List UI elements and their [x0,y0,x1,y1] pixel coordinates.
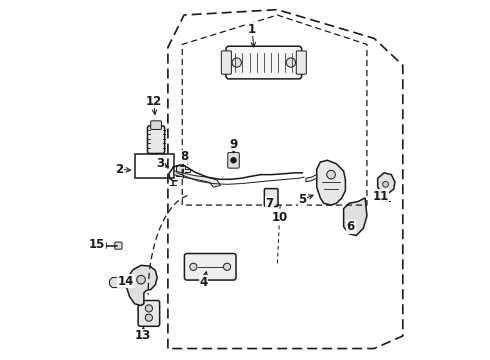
Text: 9: 9 [229,138,238,150]
Circle shape [146,314,152,321]
Polygon shape [174,171,220,187]
Polygon shape [126,265,157,306]
Text: 14: 14 [118,275,134,288]
FancyBboxPatch shape [296,51,306,74]
FancyBboxPatch shape [138,301,160,326]
Text: 15: 15 [89,238,105,251]
Text: 6: 6 [346,220,355,233]
FancyBboxPatch shape [226,46,302,79]
Circle shape [232,58,242,67]
Text: 10: 10 [272,211,288,224]
Circle shape [327,170,335,179]
Polygon shape [176,165,191,176]
FancyBboxPatch shape [151,121,161,130]
Text: 8: 8 [180,150,188,163]
Polygon shape [343,198,367,235]
Circle shape [231,158,236,163]
Text: 4: 4 [199,276,208,289]
Text: 13: 13 [135,329,151,342]
Text: 11: 11 [372,190,389,203]
FancyBboxPatch shape [147,126,165,153]
Text: 2: 2 [116,163,123,176]
FancyBboxPatch shape [265,189,278,207]
Circle shape [190,263,197,270]
Polygon shape [378,173,395,193]
Circle shape [383,181,389,187]
Text: 1: 1 [248,23,256,36]
Polygon shape [306,175,317,182]
Polygon shape [109,277,129,288]
FancyBboxPatch shape [115,242,122,249]
Polygon shape [317,160,345,205]
Circle shape [137,275,146,284]
Text: 7: 7 [265,197,273,210]
Circle shape [286,58,295,67]
Text: 3: 3 [157,157,165,170]
Circle shape [223,263,231,270]
FancyBboxPatch shape [221,51,231,74]
Circle shape [146,305,152,312]
Bar [135,154,174,178]
Text: 5: 5 [298,193,307,206]
Text: 12: 12 [146,95,162,108]
FancyBboxPatch shape [228,152,239,168]
FancyBboxPatch shape [184,253,236,280]
